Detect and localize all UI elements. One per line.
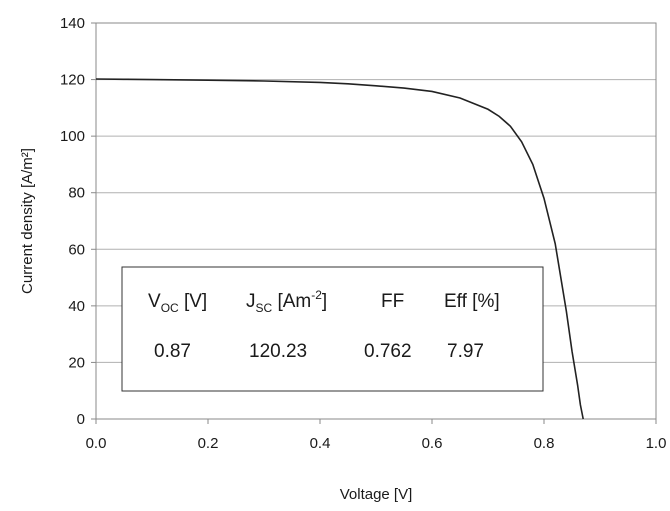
y-axis-title: Current density [A/m²] <box>19 148 36 294</box>
table-value-jsc: 120.23 <box>249 341 307 362</box>
x-axis-title: Voltage [V] <box>340 486 413 503</box>
y-tick-label: 20 <box>68 354 85 371</box>
y-tick-label: 40 <box>68 298 85 315</box>
y-tick-label: 140 <box>60 15 85 32</box>
table-value-voc: 0.87 <box>154 341 191 362</box>
y-tick-label: 60 <box>68 241 85 258</box>
table-value-ff: 0.762 <box>364 341 412 362</box>
x-tick-label: 1.0 <box>646 435 667 452</box>
table-header-eff: Eff [%] <box>444 291 500 312</box>
x-tick-label: 0.8 <box>534 435 555 452</box>
y-tick-labels: 0 20 40 60 80 100 120 140 <box>60 15 85 428</box>
table-header-jsc: JSC [Am-2] <box>246 288 327 315</box>
series-line <box>95 78 584 420</box>
x-tick-label: 0.6 <box>422 435 443 452</box>
x-tick-labels: 0.0 0.2 0.4 0.6 0.8 1.0 <box>86 435 667 452</box>
y-tick-label: 80 <box>68 185 85 202</box>
inset-table-box <box>121 266 544 392</box>
y-tick-label: 120 <box>60 72 85 89</box>
x-tick-label: 0.4 <box>310 435 331 452</box>
table-value-eff: 7.97 <box>447 341 484 362</box>
x-tick-label: 0.0 <box>86 435 107 452</box>
table-header-voc: VOC [V] <box>148 291 207 315</box>
table-header-ff: FF <box>381 291 404 312</box>
y-tick-label: 0 <box>77 411 85 428</box>
y-tick-label: 100 <box>60 128 85 145</box>
plot-area-border <box>95 22 657 420</box>
x-tick-label: 0.2 <box>198 435 219 452</box>
